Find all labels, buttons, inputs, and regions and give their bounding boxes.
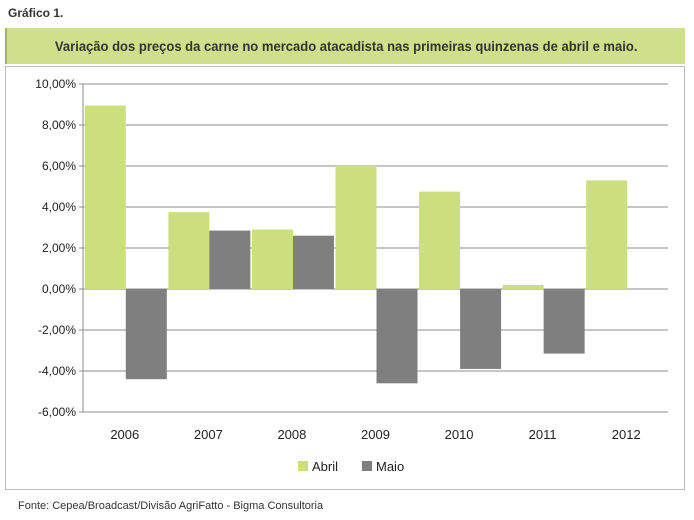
bar-maio-2006	[125, 289, 167, 380]
x-tick-label: 2009	[361, 427, 390, 442]
bar-abril-2008	[251, 229, 293, 289]
bar-maio-2007	[209, 230, 251, 289]
bar-abril-2012	[586, 180, 628, 289]
y-tick-label: 4,00%	[42, 200, 76, 214]
y-tick-label: -2,00%	[38, 323, 76, 337]
bar-abril-2011	[502, 284, 544, 289]
source-note: Fonte: Cepea/Broadcast/Divisão AgriFatto…	[18, 500, 324, 512]
x-tick-label: 2010	[445, 427, 474, 442]
chart-area: 10,00% 8,00% 6,00% 4,00% 2,00% 0,00% -2,00% -4,…	[5, 66, 685, 490]
chart-title-bar: Variação dos preços da carne no mercado …	[5, 28, 685, 64]
bar-abril-2007	[168, 212, 210, 289]
y-tick-label: 10,00%	[35, 77, 76, 91]
bar-maio-2011	[543, 289, 585, 354]
bar-maio-2008	[292, 235, 334, 289]
legend-swatch-maio	[362, 461, 372, 471]
x-tick-label: 2011	[529, 427, 557, 442]
y-tick-label: -6,00%	[38, 405, 76, 419]
x-tick-label: 2012	[612, 427, 641, 442]
bar-abril-2006	[84, 105, 126, 290]
x-tick-label: 2008	[277, 427, 306, 442]
figure-label: Gráfico 1.	[8, 6, 64, 20]
legend-label-abril: Abril	[312, 459, 338, 474]
legend-label-maio: Maio	[376, 459, 404, 474]
y-tick-label: -4,00%	[38, 364, 76, 378]
y-tick-label: 0,00%	[42, 282, 76, 296]
bar-maio-2009	[376, 289, 418, 384]
y-tick-label: 8,00%	[42, 118, 76, 132]
chart-title: Variação dos preços da carne no mercado …	[54, 38, 638, 54]
y-tick-label: 6,00%	[42, 159, 76, 173]
bar-maio-2010	[460, 289, 502, 369]
bar-abril-2010	[419, 191, 461, 289]
y-tick-label: 2,00%	[42, 241, 76, 255]
legend-swatch-abril	[298, 461, 308, 471]
bar-chart: 10,00% 8,00% 6,00% 4,00% 2,00% 0,00% -2,00% -4,…	[35, 77, 668, 474]
x-tick-label: 2007	[194, 427, 223, 442]
x-tick-label: 2006	[110, 427, 139, 442]
bar-abril-2009	[335, 164, 377, 289]
